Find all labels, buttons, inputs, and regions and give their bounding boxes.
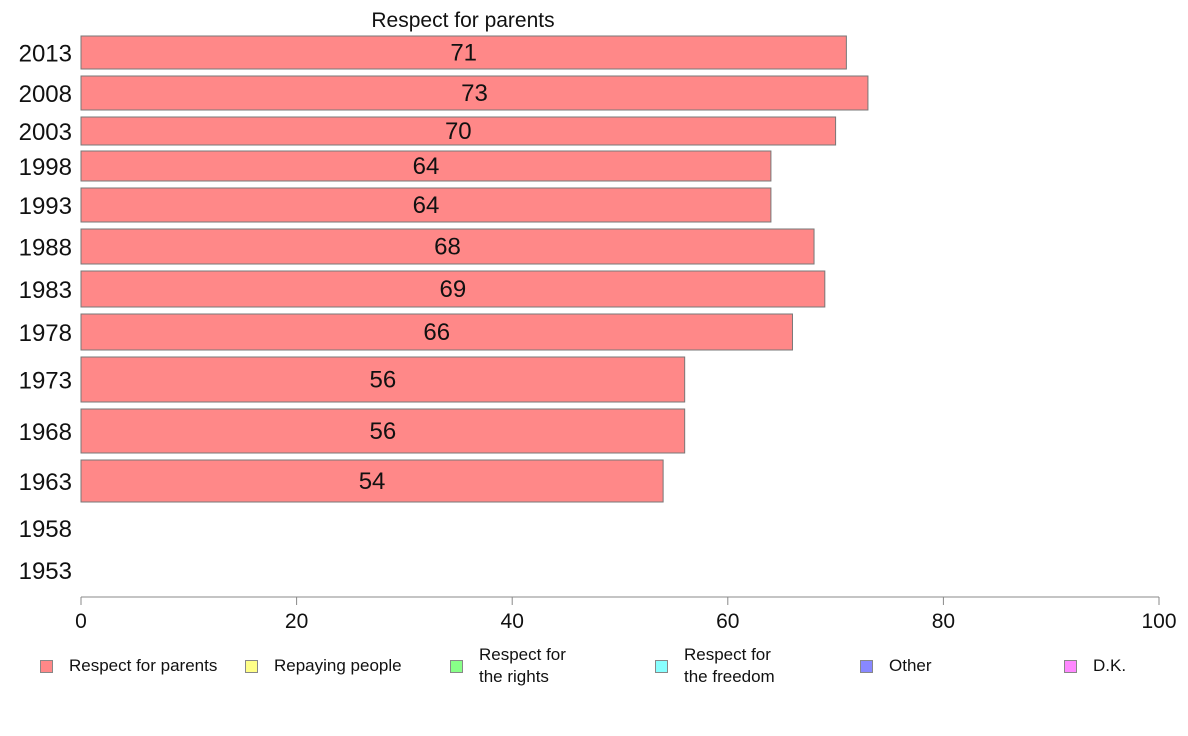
bar-2013 — [80, 35, 847, 70]
bar-value-label-2013: 71 — [450, 40, 477, 67]
bar-1978 — [80, 313, 793, 351]
y-tick-label-1983: 1983 — [19, 277, 72, 304]
y-tick-label-1998: 1998 — [19, 154, 72, 181]
y-tick-label-1973: 1973 — [19, 368, 72, 395]
bar-value-label-1988: 68 — [434, 234, 461, 261]
legend-label: Repaying people — [274, 656, 402, 675]
bar-value-label-1983: 69 — [440, 276, 467, 303]
x-tick-label-60: 60 — [716, 610, 739, 633]
legend-label: Other — [889, 656, 932, 675]
legend-item-dk: D.K. — [1064, 655, 1126, 677]
y-tick-label-1978: 1978 — [19, 320, 72, 347]
legend-label: D.K. — [1093, 656, 1127, 675]
bar-value-label-1973: 56 — [369, 367, 396, 394]
y-tick-label-2013: 2013 — [19, 41, 72, 68]
y-tick-label-1963: 1963 — [19, 469, 72, 496]
y-tick-label-1988: 1988 — [19, 235, 72, 262]
y-tick-label-2003: 2003 — [19, 119, 72, 146]
bar-1983 — [80, 270, 826, 308]
legend-swatch — [655, 659, 668, 673]
x-tick-label-100: 100 — [1141, 610, 1176, 633]
bar-1993 — [80, 187, 772, 223]
y-axis-labels: 2013 2008 2003 1998 1993 1988 1983 1978 1973 1968… — [19, 41, 72, 586]
chart-title: Respect for parents — [371, 9, 554, 32]
legend-item-other: Other — [860, 655, 932, 677]
legend-label: Respect for parents — [69, 656, 218, 675]
bar-2008 — [80, 75, 869, 111]
bar-2003 — [80, 116, 837, 146]
bar-1968 — [80, 408, 686, 454]
bar-chart: Respect for parents 71737064646869665656… — [19, 9, 1177, 633]
bar-1998 — [80, 150, 772, 182]
x-axis: 0 20 40 60 80 100 — [75, 596, 1177, 633]
bar-value-label-1963: 54 — [359, 468, 386, 495]
bar-value-label-1998: 64 — [413, 153, 440, 180]
legend-swatch — [450, 659, 463, 673]
legend-swatch — [40, 659, 53, 673]
y-tick-label-1958: 1958 — [19, 516, 72, 543]
legend: Respect for parents Repaying people Resp… — [0, 640, 1188, 700]
bar-1988 — [80, 228, 815, 265]
x-tick-label-40: 40 — [501, 610, 524, 633]
bar-value-label-2003: 70 — [445, 118, 472, 145]
bar-value-label-1978: 66 — [423, 319, 450, 346]
legend-item-respect-for-the-rights: Respect for the rights — [450, 644, 566, 688]
legend-item-respect-for-parents: Respect for parents — [40, 655, 217, 677]
y-tick-label-1968: 1968 — [19, 419, 72, 446]
bar-value-label-1968: 56 — [369, 418, 396, 445]
y-tick-label-2008: 2008 — [19, 81, 72, 108]
bar-1973 — [80, 356, 686, 403]
legend-swatch — [245, 659, 258, 673]
y-tick-label-1993: 1993 — [19, 193, 72, 220]
x-tick-label-80: 80 — [932, 610, 955, 633]
legend-label: Respect for the freedom — [684, 645, 775, 686]
x-tick-label-20: 20 — [285, 610, 308, 633]
legend-item-repaying-people: Repaying people — [245, 655, 402, 677]
y-tick-label-1953: 1953 — [19, 558, 72, 585]
legend-item-respect-for-the-freedom: Respect for the freedom — [655, 644, 775, 688]
x-tick-label-0: 0 — [75, 610, 87, 633]
bar-1963 — [80, 459, 664, 503]
legend-swatch — [1064, 659, 1077, 673]
bar-value-label-1993: 64 — [413, 192, 440, 219]
legend-swatch — [860, 659, 873, 673]
legend-label: Respect for the rights — [479, 645, 566, 686]
bar-value-label-2008: 73 — [461, 80, 488, 107]
